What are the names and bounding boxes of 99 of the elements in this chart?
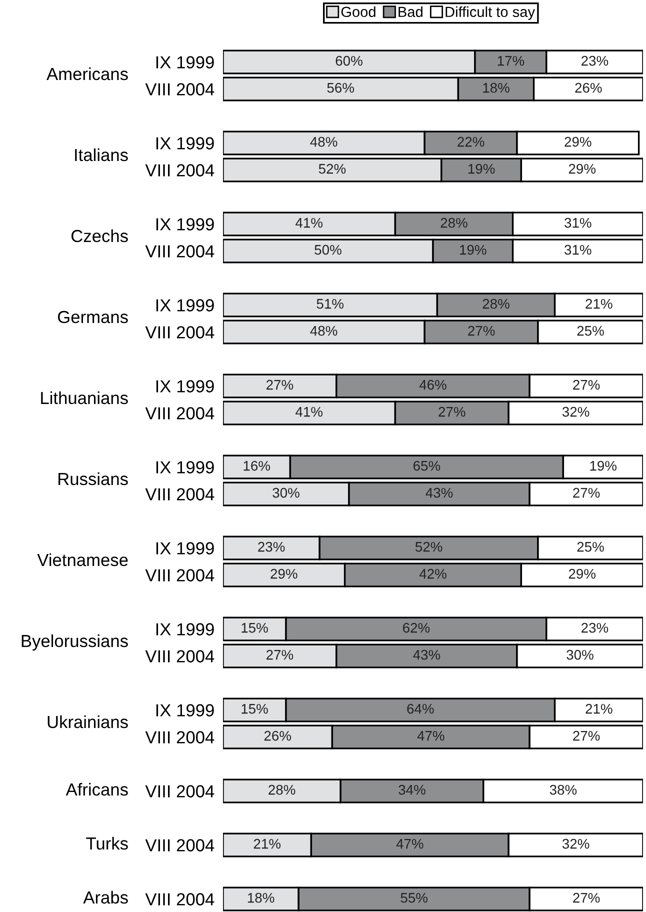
data-label: 50% [314, 244, 342, 255]
text: Ukrainians [48, 715, 128, 728]
y-tick-label: IX 1999 [156, 461, 214, 474]
data-label: 25% [577, 542, 604, 552]
data-label: 62% [403, 622, 430, 633]
data-label: 34% [398, 784, 426, 795]
data-label: 47% [396, 838, 424, 849]
data-label: 27% [573, 730, 600, 741]
legend-label: Difficult to say [446, 6, 536, 20]
text: Lithuanians [41, 391, 128, 404]
data-label: 27% [266, 380, 294, 390]
data-label: 26% [264, 730, 292, 741]
data-label: 29% [270, 568, 298, 579]
data-label: 46% [419, 380, 446, 390]
data-label: 48% [310, 136, 338, 147]
data-label: 18% [248, 892, 274, 903]
data-label: 27% [266, 650, 294, 660]
data-label: 27% [573, 380, 600, 390]
data-label: 41% [296, 406, 323, 417]
data-label: 15% [242, 622, 268, 633]
data-label: 30% [272, 488, 300, 498]
text: Africans [66, 782, 128, 796]
data-label: 60% [336, 56, 362, 66]
data-label: 27% [573, 488, 600, 498]
data-label: 32% [562, 406, 590, 417]
text: Arabs [83, 890, 128, 904]
y-tick-label: IX 1999 [156, 299, 214, 312]
text: Czechs [71, 229, 128, 242]
data-label: 25% [577, 326, 604, 336]
text: Turks [86, 836, 128, 850]
data-label: 27% [468, 326, 495, 336]
data-label: 28% [440, 218, 468, 228]
data-label: 22% [458, 136, 484, 147]
data-label: 21% [586, 704, 612, 714]
data-label: 56% [327, 82, 354, 93]
data-label: 31% [564, 218, 592, 228]
y-tick-label: VIII 2004 [145, 650, 214, 662]
y-tick-label: IX 1999 [156, 218, 214, 230]
text: Russians [58, 472, 128, 486]
y-tick-label: VIII 2004 [145, 785, 214, 798]
legend-label: Bad [398, 6, 422, 18]
data-label: 16% [244, 460, 270, 471]
data-label: 51% [316, 298, 344, 309]
data-label: 52% [318, 164, 346, 174]
data-label: 38% [550, 784, 577, 795]
data-label: 31% [564, 244, 592, 255]
data-label: 29% [568, 568, 596, 579]
data-label: 52% [415, 542, 442, 552]
data-label: 29% [564, 136, 592, 147]
y-tick-label: IX 1999 [156, 137, 214, 150]
y-tick-label: VIII 2004 [145, 839, 214, 852]
text: Vietnamese [37, 553, 128, 566]
data-label: 43% [413, 650, 440, 660]
data-label: 32% [562, 838, 590, 849]
y-tick-label: VIII 2004 [145, 569, 214, 582]
data-label: 41% [296, 218, 323, 228]
data-label: 42% [419, 568, 446, 579]
text: Byelorussians [22, 634, 128, 651]
y-tick-label: VIII 2004 [145, 731, 214, 744]
data-label: 28% [268, 784, 296, 795]
text: Italians [75, 148, 128, 162]
data-label: 19% [460, 244, 486, 255]
data-label: 27% [573, 892, 600, 903]
y-tick-label: IX 1999 [156, 623, 214, 636]
y-tick-label: VIII 2004 [145, 164, 214, 176]
y-tick-label: IX 1999 [156, 704, 214, 716]
data-label: 21% [586, 298, 612, 309]
data-label: 19% [468, 164, 495, 174]
y-tick-label: IX 1999 [156, 56, 214, 68]
data-label: 23% [582, 622, 608, 633]
data-label: 18% [483, 82, 510, 93]
data-label: 64% [407, 704, 434, 714]
data-label: 43% [426, 488, 453, 498]
data-label: 27% [438, 406, 466, 417]
data-label: 48% [310, 326, 338, 336]
data-label: 28% [482, 298, 510, 309]
data-label: 17% [498, 56, 524, 66]
y-tick-label: IX 1999 [156, 542, 214, 554]
y-tick-label: VIII 2004 [145, 326, 214, 338]
data-label: 65% [414, 460, 440, 471]
y-tick-label: VIII 2004 [145, 83, 214, 96]
data-label: 23% [258, 542, 285, 552]
y-tick-label: VIII 2004 [145, 488, 214, 500]
data-label: 29% [568, 164, 596, 174]
text: Germans [58, 310, 128, 324]
y-tick-label: VIII 2004 [145, 407, 214, 420]
y-tick-label: VIII 2004 [145, 245, 214, 258]
legend-label: Good [341, 6, 376, 18]
data-label: 21% [254, 838, 281, 849]
data-label: 47% [417, 730, 444, 741]
y-tick-label: VIII 2004 [145, 893, 214, 906]
y-tick-label: IX 1999 [156, 380, 214, 392]
data-label: 55% [400, 892, 428, 903]
data-label: 19% [590, 460, 617, 471]
data-label: 23% [582, 56, 608, 66]
data-label: 15% [242, 704, 268, 714]
text: Americans [46, 67, 128, 80]
data-label: 30% [566, 650, 594, 660]
data-label: 26% [575, 82, 602, 93]
